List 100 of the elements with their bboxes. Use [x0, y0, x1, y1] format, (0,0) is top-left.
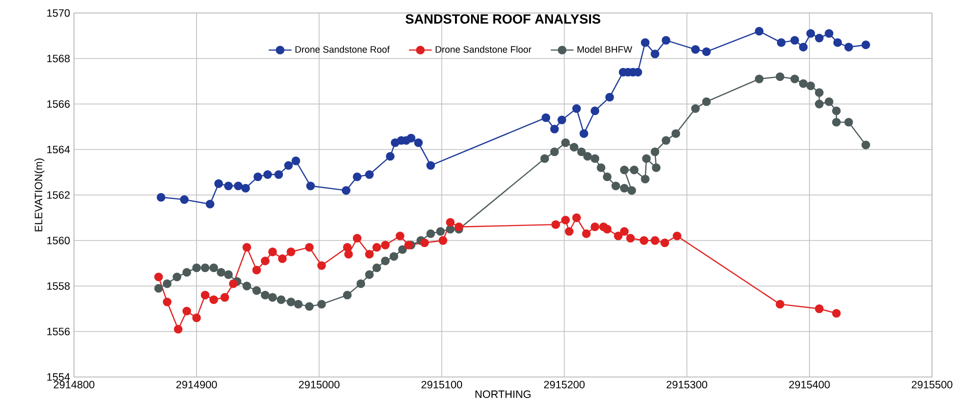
- y-tick-label: 1564: [47, 146, 70, 154]
- point: [420, 238, 429, 248]
- point: [284, 161, 293, 170]
- point: [192, 314, 201, 322]
- point: [206, 200, 214, 208]
- point: [234, 182, 243, 190]
- point: [446, 218, 455, 227]
- point: [650, 236, 660, 245]
- y-tick-label: 1556: [47, 328, 70, 336]
- chart-title: SANDSTONE ROOF ANALYSIS: [406, 14, 600, 24]
- point: [582, 229, 591, 238]
- point: [200, 290, 210, 300]
- point: [156, 192, 166, 202]
- point: [833, 38, 842, 47]
- x-tick-label: 2915500: [912, 380, 952, 388]
- point: [691, 45, 700, 54]
- point: [365, 250, 374, 258]
- point: [640, 236, 648, 245]
- point: [861, 40, 870, 50]
- x-tick-label: 2915400: [789, 380, 830, 388]
- point: [414, 138, 423, 148]
- x-tick-label: 2914900: [176, 380, 217, 388]
- y-tick-label: 1562: [47, 191, 70, 199]
- point: [650, 50, 660, 58]
- point: [814, 304, 824, 314]
- point: [806, 29, 815, 38]
- point: [286, 248, 296, 256]
- point: [317, 261, 326, 270]
- point: [561, 216, 570, 224]
- point: [844, 42, 853, 52]
- y-tick-label: 1554: [47, 373, 70, 381]
- point: [292, 156, 300, 166]
- point: [590, 106, 600, 116]
- point: [824, 29, 834, 38]
- point: [220, 293, 230, 302]
- point: [344, 250, 353, 258]
- point: [229, 279, 238, 288]
- point: [754, 26, 764, 36]
- point: [260, 256, 270, 266]
- legend-label: Model BHFW: [578, 46, 632, 53]
- y-axis-title: ELEVATION(m): [34, 158, 44, 232]
- point: [602, 224, 612, 234]
- point: [776, 300, 784, 309]
- point: [572, 213, 581, 222]
- point: [776, 38, 786, 47]
- point: [365, 170, 374, 179]
- x-axis-title: NORTHING: [476, 390, 531, 398]
- legend-label: Drone Sandstone Roof: [296, 46, 390, 53]
- point: [182, 306, 192, 316]
- point: [381, 240, 390, 250]
- point: [542, 113, 550, 122]
- point: [180, 195, 189, 204]
- point: [396, 232, 404, 240]
- point: [605, 92, 614, 102]
- y-tick-label: 1568: [47, 54, 70, 62]
- point: [278, 254, 287, 264]
- point: [242, 242, 252, 252]
- x-tick-label: 2915300: [666, 380, 708, 388]
- x-tick-label: 2915200: [544, 380, 585, 388]
- legend-label: Drone Sandstone Floor: [436, 46, 532, 53]
- point: [551, 220, 560, 229]
- point: [209, 295, 218, 304]
- point: [790, 36, 800, 45]
- y-tick-label: 1560: [47, 236, 70, 244]
- point: [154, 272, 163, 282]
- point: [372, 242, 382, 252]
- point: [263, 170, 272, 179]
- point: [162, 298, 172, 306]
- point: [342, 186, 350, 195]
- x-tick-label: 2914800: [54, 380, 94, 388]
- point: [274, 170, 284, 179]
- point: [254, 172, 262, 182]
- point: [241, 184, 250, 193]
- point: [798, 42, 808, 52]
- point: [404, 240, 413, 250]
- point: [406, 134, 416, 142]
- point: [590, 222, 600, 232]
- point: [386, 152, 395, 161]
- point: [564, 227, 574, 236]
- point: [660, 238, 670, 248]
- point: [580, 129, 588, 138]
- point: [550, 124, 559, 134]
- x-tick-label: 2915100: [422, 380, 462, 388]
- point: [305, 242, 314, 252]
- point: [614, 232, 623, 240]
- point: [832, 308, 841, 318]
- point: [662, 36, 670, 45]
- y-tick-label: 1570: [47, 9, 70, 17]
- point: [214, 179, 223, 188]
- point: [640, 38, 650, 47]
- point: [252, 266, 261, 274]
- y-tick-label: 1566: [47, 100, 70, 108]
- point: [814, 34, 824, 42]
- point: [268, 248, 277, 256]
- point: [558, 116, 566, 124]
- point: [352, 234, 362, 243]
- y-tick-label: 1558: [47, 282, 70, 290]
- point: [224, 182, 233, 190]
- point: [342, 242, 352, 252]
- point: [438, 236, 448, 245]
